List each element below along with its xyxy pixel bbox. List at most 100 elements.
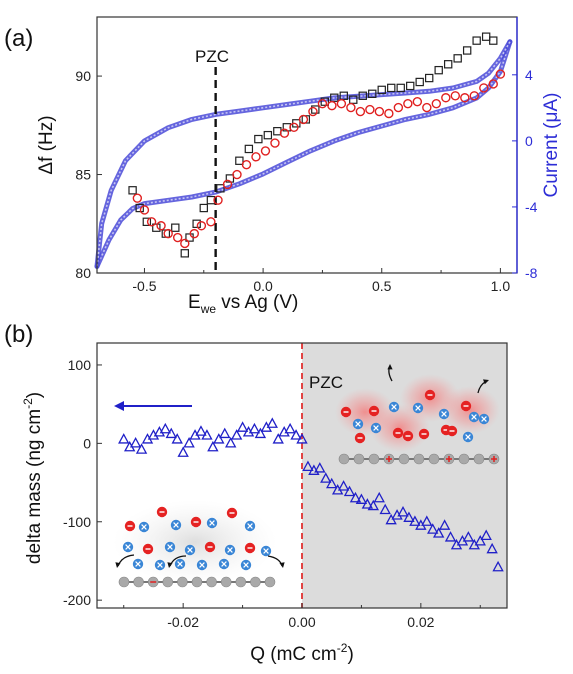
- electrode-atom: [368, 453, 380, 465]
- electrode-atom: [428, 453, 440, 465]
- triangle-point: [421, 515, 433, 526]
- circle-point: [422, 102, 432, 113]
- square-point: [135, 203, 144, 213]
- triangle-point: [438, 519, 451, 530]
- circle-point: [156, 221, 166, 231]
- ion-charge: [199, 562, 205, 568]
- triangle-point: [177, 446, 189, 457]
- ion-charge: [263, 548, 269, 554]
- panel-b-pzc-label: PZC: [309, 373, 343, 392]
- circle-point: [251, 152, 261, 162]
- panel-a: (a) -0.5 0.0 0.5 1.0 80 85 90 -8 -4 0 4 Ewe vs A…: [4, 16, 562, 316]
- square-point: [339, 91, 348, 100]
- triangle-point: [320, 472, 332, 483]
- anion-desorption-schematic: [113, 500, 285, 588]
- square-point: [425, 73, 434, 83]
- y-tick-label: 0: [83, 435, 91, 451]
- ion-charge: [187, 547, 193, 553]
- y-tick-label: -100: [63, 514, 91, 530]
- electrode-atom: [118, 576, 130, 588]
- triangle-point: [248, 422, 261, 434]
- electrode-atom: [250, 576, 261, 588]
- panel-a-x-title: Ewe vs Ag (V): [188, 292, 298, 316]
- triangle-point: [480, 529, 492, 541]
- square-point: [453, 54, 462, 63]
- y2-tick-label: 0: [525, 133, 533, 149]
- motion-arrow-head: [279, 562, 285, 568]
- circle-point: [346, 102, 356, 113]
- panel-b-y-ticks: -200 -100 0 100: [63, 357, 102, 608]
- circle-point: [469, 91, 479, 101]
- motion-arrow-head: [167, 562, 173, 568]
- ion-charge: [441, 411, 447, 417]
- circle-point: [450, 91, 461, 101]
- square-point: [216, 184, 225, 193]
- circle-point: [441, 93, 451, 103]
- triangle-point: [349, 491, 362, 503]
- y-tick-label: 80: [75, 265, 91, 281]
- circle-point: [431, 98, 442, 109]
- panel-b-y-title: delta mass (ng cm-2): [21, 392, 45, 564]
- square-point: [254, 134, 263, 144]
- square-point: [199, 203, 208, 213]
- triangle-point: [230, 429, 243, 440]
- circle-point: [260, 146, 271, 156]
- triangle-point: [171, 433, 183, 444]
- panel-b-x-ticks: -0.02 0.00 0.02: [123, 603, 481, 630]
- electrode-atom: [398, 453, 410, 465]
- inset-left-ions: [115, 506, 285, 588]
- panel-a-plot-area: [94, 32, 513, 273]
- ion-charge: [167, 544, 173, 550]
- triangle-point: [207, 440, 219, 452]
- triangle-point: [290, 429, 302, 440]
- ion-charge: [209, 520, 215, 526]
- panel-b: (b) -0.02 0.00 0.02 -200 -100 0 100 PZC Q (mC…: [4, 321, 508, 665]
- circle-point: [146, 217, 157, 227]
- triangle-point: [367, 499, 379, 511]
- y2-tick-label: -8: [525, 265, 538, 281]
- ion-charge: [141, 524, 147, 530]
- triangle-point: [195, 425, 207, 436]
- square-point: [142, 217, 152, 226]
- triangle-point: [444, 531, 457, 542]
- square-point: [349, 95, 358, 104]
- electrode-atom: [353, 453, 365, 465]
- square-point: [225, 174, 235, 183]
- triangle-point: [129, 436, 142, 448]
- ion-charge: [373, 425, 379, 431]
- circle-point: [355, 106, 366, 117]
- triangle-point: [409, 515, 421, 526]
- square-point: [481, 32, 491, 41]
- triangle-point: [213, 433, 225, 444]
- panel-b-plot-area: [118, 343, 504, 608]
- circle-point: [412, 96, 423, 107]
- square-point: [263, 130, 273, 140]
- ion-charge: [243, 562, 249, 568]
- triangle-point: [225, 436, 237, 448]
- ion-charge: [135, 561, 141, 567]
- square-point: [180, 249, 189, 258]
- triangle-point: [272, 433, 284, 444]
- ion-charge: [221, 561, 227, 567]
- circle-point: [365, 104, 375, 115]
- square-point: [387, 83, 396, 93]
- x-tick-label: -0.02: [167, 614, 199, 630]
- triangle-point: [343, 485, 356, 497]
- triangle-point: [314, 462, 326, 473]
- y2-tick-label: 4: [525, 67, 533, 83]
- square-point: [377, 85, 386, 95]
- circle-point: [393, 102, 404, 113]
- circle-point: [241, 159, 252, 170]
- square-point: [192, 219, 201, 228]
- panel-b-label: (b): [4, 321, 33, 348]
- y-tick-label: 100: [68, 357, 92, 373]
- ion-charge: [157, 562, 163, 568]
- square-point: [171, 223, 180, 232]
- x-tick-label: 0.00: [288, 614, 315, 630]
- inset-right-ions: [335, 364, 500, 465]
- circle-point: [403, 98, 413, 109]
- circle-point: [298, 114, 309, 125]
- circle-point: [196, 221, 207, 231]
- panel-a-y-left-title: Δf (Hz): [36, 115, 57, 174]
- triangle-point: [379, 503, 391, 515]
